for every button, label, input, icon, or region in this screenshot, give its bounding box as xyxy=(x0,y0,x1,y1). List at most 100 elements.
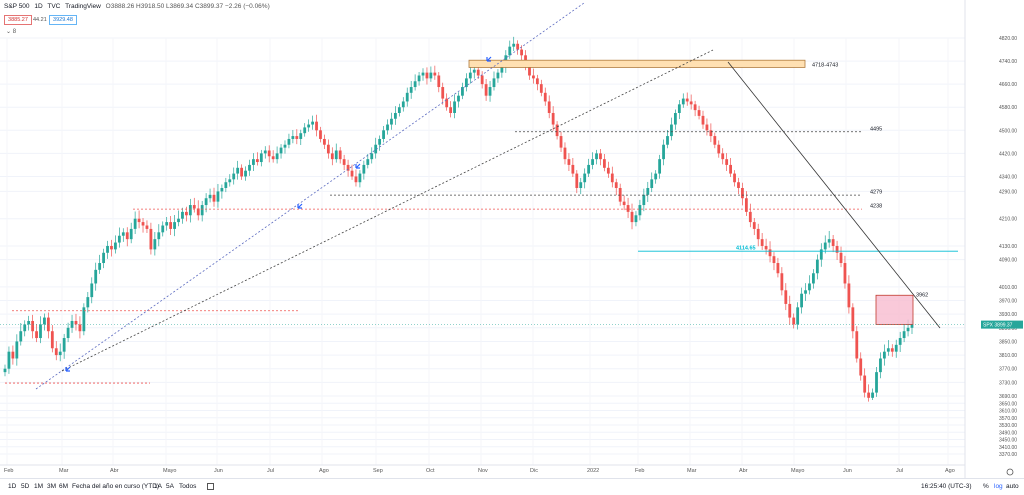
x-tick-label: Abr xyxy=(110,468,119,474)
down-trendline[interactable] xyxy=(727,61,941,329)
candle xyxy=(429,66,433,82)
clock-label[interactable]: 16:25:40 (UTC-3) xyxy=(921,483,972,490)
candle xyxy=(252,153,255,171)
candle xyxy=(685,92,689,106)
y-tick-label: 3930.00 xyxy=(999,312,1017,318)
candle xyxy=(110,239,113,257)
sell-button[interactable]: 3885.27 xyxy=(4,15,32,25)
candle xyxy=(902,324,906,343)
tf-5y[interactable]: 5A xyxy=(166,483,174,490)
y-tick-label: 4340.00 xyxy=(999,174,1017,180)
grid-lines xyxy=(0,37,965,465)
x-tick-label: Mayo xyxy=(163,468,176,474)
candle xyxy=(666,130,669,149)
candle xyxy=(98,254,102,274)
settings-gear-icon[interactable] xyxy=(1006,468,1014,476)
candle xyxy=(50,325,54,353)
candle xyxy=(338,147,342,164)
candle xyxy=(31,314,35,339)
candle xyxy=(610,166,614,188)
x-tick-label: Jun xyxy=(214,468,223,474)
candle xyxy=(567,153,571,171)
tf-1y[interactable]: 1A xyxy=(154,483,162,490)
supply-zone[interactable] xyxy=(468,59,806,68)
y-tick-label: 3690.00 xyxy=(999,394,1017,400)
candle xyxy=(670,117,673,141)
source-label: TradingView xyxy=(65,3,101,10)
candle xyxy=(145,220,149,234)
tf-ytd[interactable]: Fecha del año en curso (YTD) xyxy=(72,483,160,490)
lower-trendline[interactable] xyxy=(61,49,714,372)
tf-1d[interactable]: 1D xyxy=(8,483,17,490)
candle xyxy=(468,66,472,84)
candle xyxy=(839,246,843,268)
candle xyxy=(307,119,311,132)
candle xyxy=(58,343,62,362)
candle xyxy=(764,238,768,255)
bottom-toolbar: 1D 5D 1M 3M 6M Fecha del año en curso (Y… xyxy=(0,478,1024,495)
symbol-name[interactable]: S&P 500 xyxy=(4,3,30,10)
candle xyxy=(693,100,697,117)
log-toggle[interactable]: log xyxy=(994,483,1003,490)
interval-label[interactable]: 1D xyxy=(34,3,43,10)
tf-5d[interactable]: 5D xyxy=(21,483,30,490)
spread-value: 44.21 xyxy=(33,17,47,23)
candle xyxy=(457,92,460,108)
candle xyxy=(547,95,551,119)
candle xyxy=(634,211,638,227)
candle xyxy=(464,73,468,92)
candle xyxy=(800,287,803,314)
touch-arrow-icon xyxy=(486,56,492,62)
y-tick-label: 4580.00 xyxy=(999,105,1017,111)
y-tick-label: 3490.00 xyxy=(999,430,1017,436)
candle xyxy=(319,126,322,143)
candle xyxy=(370,147,374,164)
candle xyxy=(405,87,409,107)
tf-3m[interactable]: 3M xyxy=(47,483,57,490)
candle xyxy=(780,267,784,296)
candle xyxy=(271,150,275,163)
x-tick-label: Oct xyxy=(426,468,435,474)
indicators-toggle[interactable]: ⌄ 8 xyxy=(6,29,17,35)
percent-toggle[interactable]: % xyxy=(983,483,989,490)
candle xyxy=(228,174,232,187)
candle xyxy=(208,188,212,203)
candle xyxy=(871,388,874,400)
candle xyxy=(721,148,725,165)
tf-1m[interactable]: 1M xyxy=(34,483,44,490)
candle xyxy=(508,40,512,59)
x-tick-label: Ago xyxy=(319,468,329,474)
price-chart[interactable]: 4718-4743 4495 4279 4238 4114.65 3962 4820.00… xyxy=(0,0,1024,478)
candle xyxy=(646,181,650,202)
candle xyxy=(248,159,251,176)
calendar-icon[interactable] xyxy=(207,483,214,490)
candle xyxy=(886,340,890,356)
candle xyxy=(117,227,121,248)
candle xyxy=(654,170,658,184)
candle xyxy=(350,164,354,180)
x-tick-label: Dic xyxy=(530,468,538,474)
x-tick-label: Abr xyxy=(739,468,748,474)
candle xyxy=(46,312,50,339)
auto-toggle[interactable]: auto xyxy=(1006,483,1019,490)
candle xyxy=(303,123,307,137)
resistance-zone[interactable] xyxy=(875,294,914,325)
candle xyxy=(882,344,886,366)
candle xyxy=(630,203,634,230)
buy-button[interactable]: 3929.48 xyxy=(49,15,77,25)
candle xyxy=(362,160,366,180)
candle xyxy=(741,182,744,206)
candle xyxy=(54,341,58,361)
candle xyxy=(121,228,125,242)
level-label: 4279 xyxy=(870,190,882,196)
candle xyxy=(476,66,480,79)
tf-all[interactable]: Todos xyxy=(179,483,197,490)
candle xyxy=(689,94,693,110)
candle xyxy=(62,333,66,359)
tf-6m[interactable]: 6M xyxy=(59,483,69,490)
candle xyxy=(390,112,393,130)
candle xyxy=(559,131,563,152)
candle xyxy=(287,133,291,149)
candle xyxy=(413,74,417,91)
candle xyxy=(94,262,98,291)
